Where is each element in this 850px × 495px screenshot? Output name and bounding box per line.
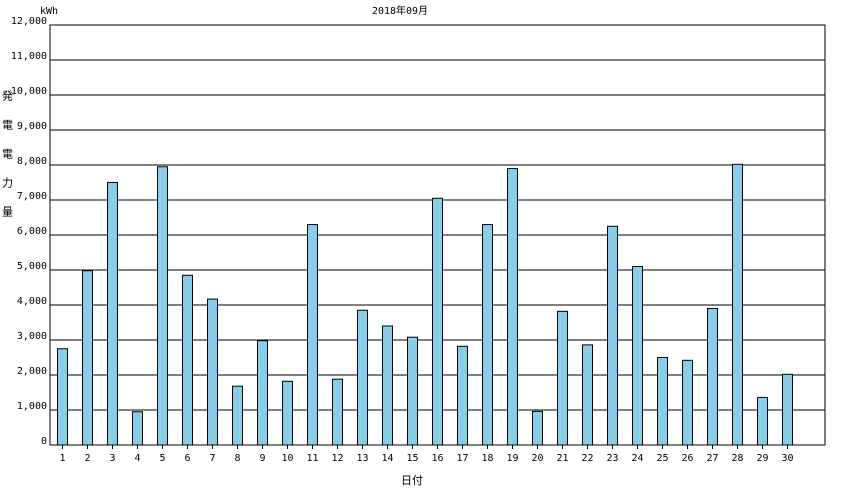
x-tick-label: 16 [431,453,443,464]
x-tick-label: 13 [356,453,368,464]
x-tick-label: 24 [631,453,643,464]
x-tick-label: 12 [331,453,343,464]
chart-title: 2018年09月 [372,4,428,17]
x-tick-label: 21 [556,453,568,464]
x-tick-label: 30 [781,453,793,464]
y-tick-label: 7,000 [17,191,47,202]
y-tick-label: 8,000 [17,156,47,167]
bar [282,380,293,446]
x-tick-label: 6 [184,453,190,464]
x-tick-label: 2 [84,453,90,464]
y-tick-label: 2,000 [17,366,47,377]
bar [507,168,518,446]
bar [732,163,743,446]
y-tick-label: 11,000 [11,51,47,62]
x-tick-label: 22 [581,453,593,464]
y-unit: kWh [40,6,58,17]
y-tick-label: 10,000 [11,86,47,97]
x-tick-label: 5 [159,453,165,464]
bar [257,340,268,446]
x-tick-label: 17 [456,453,468,464]
y-tick-label: 4,000 [17,296,47,307]
x-tick-label: 10 [281,453,293,464]
x-tick-label: 19 [506,453,518,464]
x-tick-label: 28 [731,453,743,464]
bar [382,325,393,446]
bar [207,298,218,446]
bar [232,385,243,446]
bar [157,166,168,446]
x-tick-label: 20 [531,453,543,464]
x-tick-label: 15 [406,453,418,464]
y-tick-label: 1,000 [17,401,47,412]
x-tick-label: 9 [259,453,265,464]
y-axis-label: 発電電力量 [1,89,14,235]
bar [707,308,718,446]
bar [682,359,693,446]
bar [632,266,643,446]
x-tick-label: 11 [306,453,318,464]
x-tick-label: 1 [59,453,65,464]
x-tick-label: 4 [134,453,140,464]
y-tick-label: 9,000 [17,121,47,132]
bar [757,396,768,446]
x-tick-label: 23 [606,453,618,464]
y-tick-label: 6,000 [17,226,47,237]
bar [457,345,468,446]
x-tick-label: 25 [656,453,668,464]
x-tick-label: 18 [481,453,493,464]
x-tick-label: 27 [706,453,718,464]
bar [532,410,543,446]
bar [82,270,93,446]
x-tick-label: 3 [109,453,115,464]
bar [432,197,443,446]
bar [307,224,318,446]
bar [132,411,143,446]
bar [582,344,593,446]
y-tick-label: 12,000 [11,16,47,27]
x-tick-label: 14 [381,453,393,464]
bar [557,310,568,446]
bar [482,224,493,446]
bar [357,309,368,446]
bar [57,348,68,446]
bar [182,274,193,446]
bar [407,336,418,446]
bar [107,182,118,446]
y-tick-label: 0 [41,436,47,447]
y-tick-label: 3,000 [17,331,47,342]
bar [607,225,618,446]
x-tick-label: 7 [209,453,215,464]
x-axis-label: 日付 [401,474,423,487]
bar [782,373,793,446]
y-tick-label: 5,000 [17,261,47,272]
x-tick-label: 29 [756,453,768,464]
bar [332,378,343,446]
bar [657,357,668,446]
x-tick-label: 8 [234,453,240,464]
x-tick-label: 26 [681,453,693,464]
